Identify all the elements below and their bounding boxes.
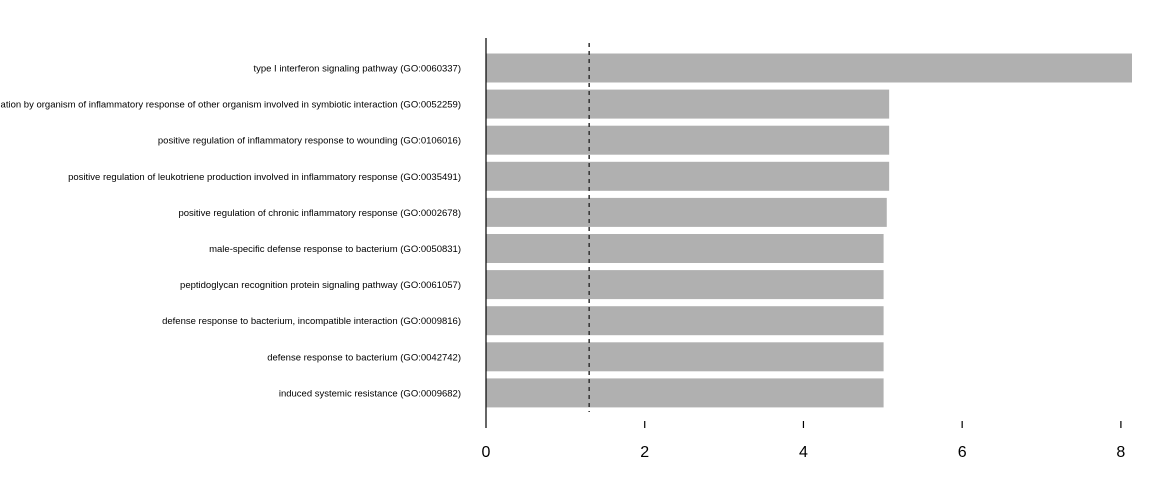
bar-9 xyxy=(486,378,884,408)
bar-0 xyxy=(486,53,1132,83)
category-label-5: male-specific defense response to bacter… xyxy=(209,244,461,255)
bar-3 xyxy=(486,161,890,191)
category-label-0: type I interferon signaling pathway (GO:… xyxy=(253,64,461,75)
x-tick-label-4: 8 xyxy=(1116,444,1125,461)
bar-8 xyxy=(486,342,884,372)
bar-4 xyxy=(486,197,887,227)
x-tick-label-2: 4 xyxy=(799,444,808,461)
category-label-4: positive regulation of chronic inflammat… xyxy=(178,208,461,219)
category-label-6: peptidoglycan recognition protein signal… xyxy=(180,280,461,291)
category-label-9: induced systemic resistance (GO:0009682) xyxy=(279,388,461,399)
bar-2 xyxy=(486,125,890,155)
bar-5 xyxy=(486,234,884,263)
x-tick-label-3: 6 xyxy=(958,444,967,461)
category-label-1: negative regulation by organism of infla… xyxy=(0,100,461,111)
category-label-2: positive regulation of inflammatory resp… xyxy=(158,136,461,147)
category-label-8: defense response to bacterium (GO:004274… xyxy=(267,352,461,363)
bar-1 xyxy=(486,89,890,119)
category-label-7: defense response to bacterium, incompati… xyxy=(162,316,461,327)
bar-6 xyxy=(486,270,884,300)
bar-7 xyxy=(486,306,884,336)
x-tick-label-1: 2 xyxy=(640,444,649,461)
x-tick-label-0: 0 xyxy=(482,444,491,461)
category-label-3: positive regulation of leukotriene produ… xyxy=(68,172,461,183)
